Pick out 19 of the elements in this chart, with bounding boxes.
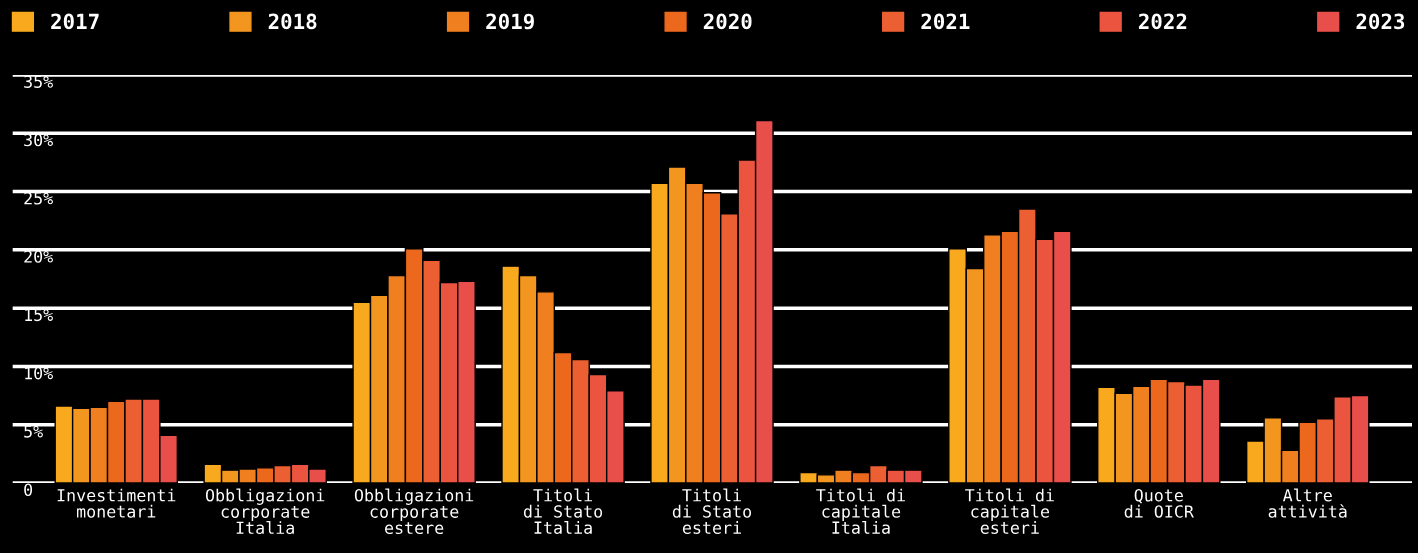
x-tick-label: Obbligazioni corporate Italia	[205, 488, 325, 535]
x-tick-label: Quote di OICR	[1124, 488, 1194, 518]
y-tick-label: 0	[24, 483, 33, 496]
legend-label: 2018	[268, 13, 317, 30]
x-tick-label: Obbligazioni corporate estere	[354, 488, 474, 535]
x-tick-label: Titoli di capitale esteri	[965, 488, 1054, 534]
legend-label: 2022	[1138, 13, 1187, 30]
y-tick-label: 20%	[24, 250, 53, 263]
x-tick-label: Titoli di capitale Italia	[816, 488, 905, 534]
legend-label: 2019	[486, 13, 534, 30]
x-tick-label: Altre attività	[1268, 488, 1347, 518]
legend-label: 2020	[703, 13, 752, 30]
x-tick-label: Investimenti monetari	[57, 488, 176, 518]
legend-label: 2023	[1356, 13, 1405, 30]
legend-label: 2021	[921, 13, 970, 30]
x-tick-label: Titoli di Stato esteri	[672, 488, 752, 534]
y-tick-label: 35%	[24, 75, 53, 88]
x-tick-label: Titoli di Stato Italia	[523, 488, 603, 534]
legend-label: 2017	[51, 13, 99, 30]
